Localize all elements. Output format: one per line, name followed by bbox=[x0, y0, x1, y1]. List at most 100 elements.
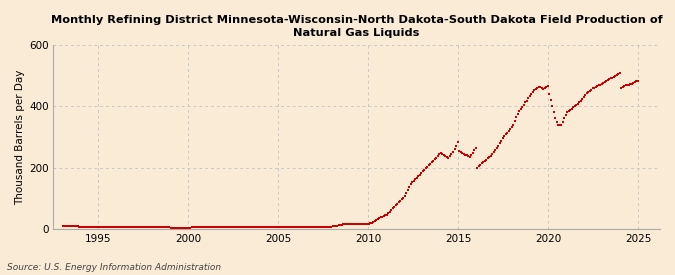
Point bbox=[161, 225, 171, 230]
Point bbox=[120, 225, 131, 229]
Point bbox=[153, 225, 164, 230]
Point bbox=[134, 225, 144, 229]
Point bbox=[500, 132, 511, 137]
Point bbox=[180, 226, 191, 230]
Point bbox=[514, 109, 524, 113]
Point bbox=[65, 224, 76, 228]
Point bbox=[473, 164, 484, 168]
Point bbox=[535, 85, 545, 89]
Point bbox=[610, 74, 620, 78]
Point bbox=[626, 81, 637, 86]
Point bbox=[607, 76, 618, 80]
Point bbox=[228, 225, 239, 229]
Point bbox=[599, 79, 610, 84]
Point bbox=[617, 85, 628, 89]
Point bbox=[584, 89, 595, 93]
Point bbox=[63, 223, 74, 228]
Point bbox=[350, 222, 361, 226]
Point bbox=[434, 152, 445, 157]
Point bbox=[358, 222, 369, 226]
Point bbox=[152, 225, 163, 229]
Point bbox=[104, 225, 115, 229]
Point bbox=[122, 225, 133, 229]
Point bbox=[234, 225, 245, 229]
Point bbox=[512, 111, 523, 116]
Point bbox=[298, 225, 308, 229]
Point bbox=[225, 225, 236, 229]
Point bbox=[165, 226, 176, 230]
Point bbox=[186, 225, 197, 230]
Point bbox=[400, 194, 410, 198]
Point bbox=[578, 95, 589, 99]
Point bbox=[532, 86, 543, 90]
Point bbox=[379, 214, 389, 218]
Point bbox=[329, 224, 340, 229]
Point bbox=[130, 225, 140, 229]
Point bbox=[117, 225, 128, 229]
Point bbox=[232, 225, 242, 229]
Point bbox=[520, 100, 531, 104]
Point bbox=[559, 116, 570, 121]
Point bbox=[213, 225, 224, 229]
Point bbox=[221, 225, 232, 229]
Point bbox=[71, 224, 82, 229]
Point bbox=[207, 225, 218, 229]
Point bbox=[439, 153, 450, 157]
Point bbox=[440, 154, 451, 158]
Point bbox=[340, 222, 350, 226]
Point bbox=[302, 225, 313, 229]
Point bbox=[556, 122, 566, 127]
Point bbox=[569, 104, 580, 108]
Point bbox=[203, 224, 214, 229]
Point bbox=[191, 225, 202, 229]
Point bbox=[427, 160, 437, 164]
Point bbox=[197, 224, 208, 229]
Point bbox=[257, 225, 268, 229]
Point bbox=[597, 81, 608, 85]
Point bbox=[76, 224, 86, 229]
Point bbox=[185, 226, 196, 230]
Point bbox=[281, 225, 292, 229]
Point bbox=[452, 140, 463, 145]
Point bbox=[171, 226, 182, 230]
Point bbox=[383, 211, 394, 216]
Point bbox=[240, 225, 251, 230]
Point bbox=[279, 225, 290, 229]
Point bbox=[425, 161, 436, 166]
Point bbox=[57, 224, 68, 229]
Point bbox=[304, 225, 315, 229]
Point bbox=[508, 122, 518, 127]
Point bbox=[454, 148, 464, 153]
Point bbox=[192, 225, 203, 229]
Point bbox=[449, 146, 460, 151]
Point bbox=[141, 225, 152, 229]
Point bbox=[305, 225, 316, 229]
Point bbox=[132, 225, 143, 229]
Point bbox=[83, 224, 94, 229]
Point bbox=[137, 225, 148, 229]
Point bbox=[527, 90, 538, 95]
Point bbox=[563, 109, 574, 113]
Point bbox=[565, 108, 576, 112]
Point bbox=[300, 225, 311, 229]
Point bbox=[196, 224, 207, 229]
Point bbox=[163, 225, 173, 230]
Point bbox=[562, 110, 572, 114]
Point bbox=[539, 86, 550, 90]
Point bbox=[396, 197, 407, 201]
Point bbox=[554, 123, 565, 127]
Point bbox=[98, 225, 109, 229]
Point bbox=[174, 226, 185, 230]
Point bbox=[560, 112, 571, 117]
Point bbox=[389, 205, 400, 209]
Point bbox=[299, 225, 310, 229]
Point bbox=[402, 188, 413, 192]
Point bbox=[308, 225, 319, 229]
Point bbox=[521, 98, 532, 103]
Point bbox=[553, 122, 564, 127]
Point bbox=[266, 225, 277, 229]
Point bbox=[482, 156, 493, 161]
Point bbox=[538, 87, 549, 91]
Point bbox=[101, 225, 111, 229]
Point bbox=[429, 157, 440, 161]
